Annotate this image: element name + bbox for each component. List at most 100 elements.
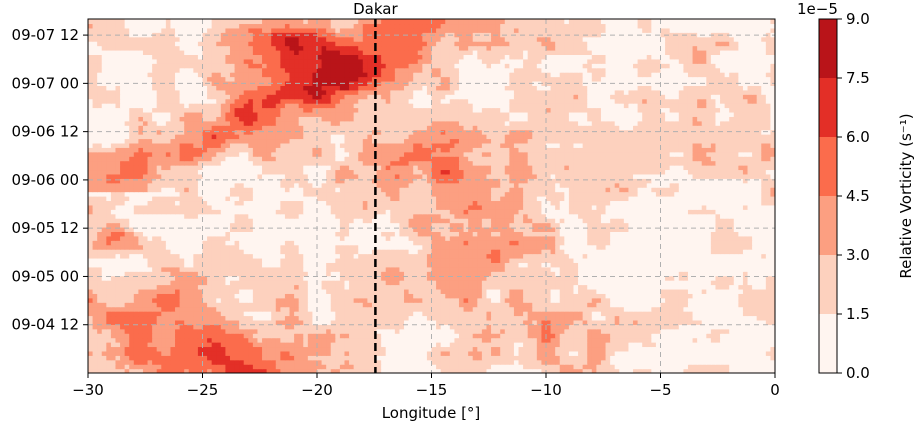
vorticity-cell <box>404 297 410 303</box>
vorticity-cell <box>733 262 739 268</box>
vorticity-cell <box>752 311 758 317</box>
vorticity-cell <box>578 257 584 263</box>
vorticity-cell <box>674 266 680 272</box>
vorticity-cell <box>129 315 135 321</box>
vorticity-cell <box>445 319 451 325</box>
vorticity-cell <box>225 235 231 241</box>
vorticity-cell <box>120 333 126 339</box>
vorticity-cell <box>660 235 666 241</box>
vorticity-cell <box>88 266 94 272</box>
vorticity-cell <box>207 244 213 250</box>
vorticity-cell <box>440 368 446 373</box>
vorticity-cell <box>683 315 689 321</box>
vorticity-cell <box>88 324 94 330</box>
vorticity-cell <box>623 231 630 237</box>
vorticity-cell <box>710 328 717 334</box>
vorticity-cell <box>110 280 117 286</box>
vorticity-cell <box>124 319 130 325</box>
vorticity-cell <box>591 244 597 250</box>
vorticity-cell <box>500 346 506 352</box>
vorticity-cell <box>252 302 259 308</box>
vorticity-cell <box>655 355 662 361</box>
vorticity-cell <box>284 302 291 308</box>
vorticity-cell <box>729 253 735 259</box>
vorticity-cell <box>559 337 565 343</box>
vorticity-cell <box>142 368 149 373</box>
vorticity-cell <box>706 368 712 373</box>
vorticity-cell <box>509 271 515 277</box>
vorticity-cell <box>454 257 460 263</box>
vorticity-cell <box>458 240 465 246</box>
vorticity-cell <box>101 244 107 250</box>
vorticity-cell <box>546 257 552 263</box>
vorticity-cell <box>756 364 762 370</box>
vorticity-cell <box>120 324 126 330</box>
vorticity-cell <box>408 297 414 303</box>
vorticity-cell <box>614 319 620 325</box>
vorticity-cell <box>239 333 245 339</box>
vorticity-cell <box>367 271 373 277</box>
vorticity-cell <box>275 350 281 356</box>
vorticity-cell <box>133 368 139 373</box>
vorticity-cell <box>252 226 259 232</box>
vorticity-cell <box>724 280 730 286</box>
vorticity-cell <box>188 284 194 290</box>
vorticity-cell <box>138 288 144 294</box>
vorticity-cell <box>317 302 323 308</box>
vorticity-cell <box>120 253 126 259</box>
vorticity-cell <box>491 231 497 237</box>
vorticity-cell <box>678 337 684 343</box>
vorticity-cell <box>578 297 584 303</box>
vorticity-cell <box>422 342 428 348</box>
vorticity-cell <box>527 253 533 259</box>
vorticity-cell <box>458 257 465 263</box>
vorticity-cell <box>619 355 625 361</box>
vorticity-cell <box>298 364 304 370</box>
vorticity-cell <box>504 284 510 290</box>
vorticity-cell <box>697 297 703 303</box>
vorticity-cell <box>349 284 355 290</box>
vorticity-cell <box>349 288 355 294</box>
vorticity-cell <box>587 253 593 259</box>
vorticity-cell <box>550 346 556 352</box>
vorticity-cell <box>129 271 135 277</box>
vorticity-cell <box>248 240 254 246</box>
vorticity-cell <box>138 315 144 321</box>
vorticity-cell <box>184 253 190 259</box>
vorticity-cell <box>307 293 314 299</box>
vorticity-cell <box>761 328 767 334</box>
vorticity-cell <box>683 364 689 370</box>
vorticity-cell <box>472 297 478 303</box>
vorticity-cell <box>106 315 112 321</box>
vorticity-cell <box>239 319 245 325</box>
vorticity-cell <box>307 342 314 348</box>
vorticity-cell <box>710 280 717 286</box>
vorticity-cell <box>701 364 707 370</box>
vorticity-cell <box>289 226 295 232</box>
vorticity-cell <box>729 364 735 370</box>
vorticity-cell <box>660 324 666 330</box>
vorticity-cell <box>426 337 433 343</box>
vorticity-cell <box>564 315 570 321</box>
vorticity-cell <box>404 364 410 370</box>
vorticity-cell <box>683 333 689 339</box>
vorticity-cell <box>701 249 707 255</box>
vorticity-cell <box>376 368 382 373</box>
vorticity-cell <box>197 350 204 356</box>
vorticity-cell <box>339 364 346 370</box>
vorticity-cell <box>518 302 524 308</box>
vorticity-cell <box>101 342 107 348</box>
vorticity-cell <box>165 266 172 272</box>
vorticity-cell <box>564 257 570 263</box>
vorticity-cell <box>568 306 575 312</box>
vorticity-cell <box>170 293 176 299</box>
vorticity-cell <box>193 284 199 290</box>
vorticity-cell <box>518 364 524 370</box>
vorticity-cell <box>229 324 236 330</box>
vorticity-cell <box>660 249 666 255</box>
vorticity-cell <box>142 293 149 299</box>
vorticity-cell <box>440 315 446 321</box>
vorticity-cell <box>578 328 584 334</box>
vorticity-cell <box>449 297 455 303</box>
vorticity-cell <box>330 293 336 299</box>
